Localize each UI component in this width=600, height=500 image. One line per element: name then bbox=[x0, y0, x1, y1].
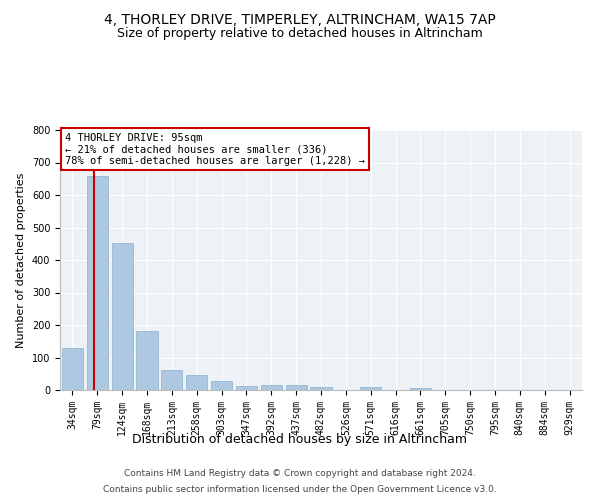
Bar bbox=[410, 388, 431, 390]
Text: 4 THORLEY DRIVE: 95sqm
← 21% of detached houses are smaller (336)
78% of semi-de: 4 THORLEY DRIVE: 95sqm ← 21% of detached… bbox=[65, 132, 365, 166]
Bar bbox=[261, 386, 282, 390]
Bar bbox=[360, 388, 381, 390]
Bar bbox=[286, 386, 307, 390]
Bar bbox=[236, 386, 257, 390]
Bar bbox=[62, 348, 83, 390]
Bar bbox=[161, 370, 182, 390]
Bar bbox=[186, 374, 207, 390]
Bar bbox=[310, 387, 332, 390]
Text: Distribution of detached houses by size in Altrincham: Distribution of detached houses by size … bbox=[133, 432, 467, 446]
Bar bbox=[211, 381, 232, 390]
Bar bbox=[112, 243, 133, 390]
Bar bbox=[87, 176, 108, 390]
Text: Contains HM Land Registry data © Crown copyright and database right 2024.: Contains HM Land Registry data © Crown c… bbox=[124, 469, 476, 478]
Bar bbox=[136, 330, 158, 390]
Y-axis label: Number of detached properties: Number of detached properties bbox=[16, 172, 26, 348]
Text: Contains public sector information licensed under the Open Government Licence v3: Contains public sector information licen… bbox=[103, 485, 497, 494]
Text: Size of property relative to detached houses in Altrincham: Size of property relative to detached ho… bbox=[117, 28, 483, 40]
Text: 4, THORLEY DRIVE, TIMPERLEY, ALTRINCHAM, WA15 7AP: 4, THORLEY DRIVE, TIMPERLEY, ALTRINCHAM,… bbox=[104, 12, 496, 26]
